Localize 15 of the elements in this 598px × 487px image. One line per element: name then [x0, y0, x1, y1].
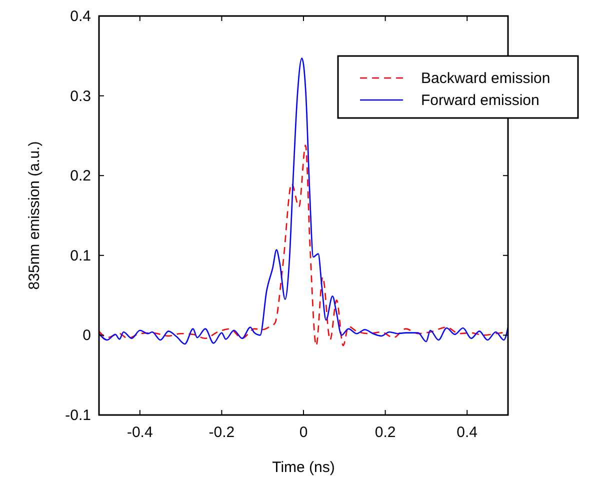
y-tick-label: -0.1: [65, 407, 91, 424]
x-tick-label: 0.2: [374, 424, 396, 441]
x-tick-label: -0.4: [126, 424, 153, 441]
y-axis-title: 835nm emission (a.u.): [26, 141, 43, 290]
y-tick-label: 0.1: [70, 247, 91, 264]
legend-label: Forward emission: [421, 92, 540, 109]
y-tick-label: 0.4: [70, 8, 91, 25]
y-tick-label: 0: [82, 327, 91, 344]
x-tick-label: -0.2: [208, 424, 235, 441]
legend-label: Backward emission: [421, 70, 550, 87]
y-tick-label: 0.3: [70, 88, 91, 105]
x-tick-label: 0: [299, 424, 308, 441]
y-tick-label: 0.2: [70, 168, 91, 185]
x-tick-label: 0.4: [456, 424, 478, 441]
x-axis-title: Time (ns): [272, 459, 335, 476]
